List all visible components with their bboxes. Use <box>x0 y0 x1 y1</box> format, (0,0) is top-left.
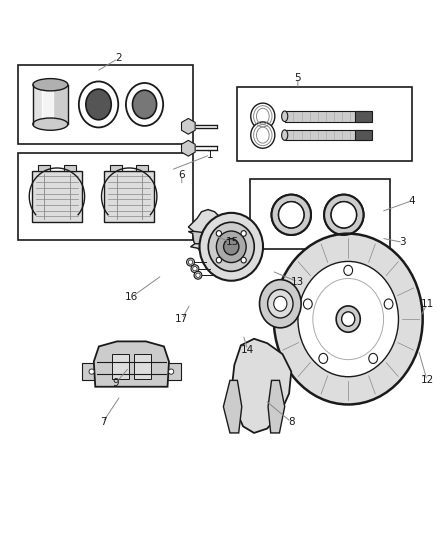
Ellipse shape <box>216 231 246 263</box>
Bar <box>355 130 372 140</box>
Polygon shape <box>191 240 228 269</box>
Text: 13: 13 <box>291 277 304 287</box>
Ellipse shape <box>279 201 304 228</box>
Bar <box>82 363 101 381</box>
Bar <box>355 111 372 122</box>
Ellipse shape <box>196 273 200 278</box>
Polygon shape <box>94 342 169 387</box>
Polygon shape <box>181 118 195 134</box>
Ellipse shape <box>89 369 94 374</box>
Ellipse shape <box>319 353 328 364</box>
Polygon shape <box>32 171 82 222</box>
Ellipse shape <box>86 89 111 120</box>
Bar <box>112 354 129 379</box>
Polygon shape <box>223 381 242 433</box>
Ellipse shape <box>324 195 364 235</box>
Ellipse shape <box>216 257 222 263</box>
Ellipse shape <box>188 260 193 264</box>
Bar <box>136 165 148 171</box>
Bar <box>162 363 181 381</box>
Text: 15: 15 <box>226 237 239 247</box>
Ellipse shape <box>274 233 423 405</box>
Ellipse shape <box>274 296 287 311</box>
Ellipse shape <box>272 195 311 235</box>
Bar <box>134 354 151 379</box>
Text: 17: 17 <box>175 314 188 324</box>
Polygon shape <box>104 171 154 222</box>
Ellipse shape <box>208 222 254 271</box>
Polygon shape <box>188 209 221 238</box>
Ellipse shape <box>336 306 360 332</box>
Text: 1: 1 <box>207 150 214 160</box>
Ellipse shape <box>187 258 194 266</box>
Ellipse shape <box>79 82 118 127</box>
Ellipse shape <box>279 201 304 228</box>
Ellipse shape <box>344 265 353 276</box>
Ellipse shape <box>369 353 378 364</box>
Ellipse shape <box>251 122 275 148</box>
Ellipse shape <box>324 195 364 235</box>
Bar <box>250 179 390 249</box>
Text: 5: 5 <box>294 73 301 83</box>
Ellipse shape <box>282 111 288 122</box>
Ellipse shape <box>33 78 68 91</box>
Ellipse shape <box>224 239 239 255</box>
Text: 2: 2 <box>115 53 122 63</box>
Ellipse shape <box>272 195 311 235</box>
Ellipse shape <box>132 90 157 119</box>
Bar <box>285 111 368 122</box>
Text: 14: 14 <box>241 345 254 355</box>
Text: 7: 7 <box>99 417 106 427</box>
Bar <box>110 165 122 171</box>
Text: 3: 3 <box>399 237 406 247</box>
Ellipse shape <box>200 213 263 281</box>
Ellipse shape <box>331 201 357 228</box>
Text: 12: 12 <box>420 375 434 385</box>
Ellipse shape <box>342 312 355 326</box>
Bar <box>18 65 193 144</box>
Text: 6: 6 <box>178 169 185 180</box>
Polygon shape <box>181 140 195 156</box>
Ellipse shape <box>33 118 68 130</box>
Ellipse shape <box>384 299 393 309</box>
Ellipse shape <box>241 257 246 263</box>
Ellipse shape <box>193 266 197 271</box>
Ellipse shape <box>241 231 246 236</box>
Ellipse shape <box>268 289 293 318</box>
Polygon shape <box>268 381 285 433</box>
Text: 16: 16 <box>125 292 138 302</box>
Ellipse shape <box>304 299 312 309</box>
Ellipse shape <box>259 280 301 328</box>
Text: 4: 4 <box>408 196 415 206</box>
Bar <box>285 130 368 140</box>
Ellipse shape <box>331 201 357 228</box>
Ellipse shape <box>298 261 399 377</box>
Ellipse shape <box>191 265 199 273</box>
Bar <box>18 152 193 240</box>
Ellipse shape <box>216 231 222 236</box>
Ellipse shape <box>126 83 163 126</box>
Ellipse shape <box>251 103 275 130</box>
Ellipse shape <box>169 369 174 374</box>
Ellipse shape <box>279 201 304 228</box>
Ellipse shape <box>331 201 357 228</box>
Text: 9: 9 <box>113 377 120 387</box>
Bar <box>64 165 76 171</box>
Polygon shape <box>232 339 291 433</box>
Polygon shape <box>188 231 215 251</box>
Bar <box>38 165 50 171</box>
Bar <box>237 87 412 161</box>
Bar <box>33 85 68 124</box>
Ellipse shape <box>194 271 202 279</box>
Text: 8: 8 <box>288 417 295 427</box>
Text: 11: 11 <box>420 298 434 309</box>
Ellipse shape <box>282 130 288 140</box>
